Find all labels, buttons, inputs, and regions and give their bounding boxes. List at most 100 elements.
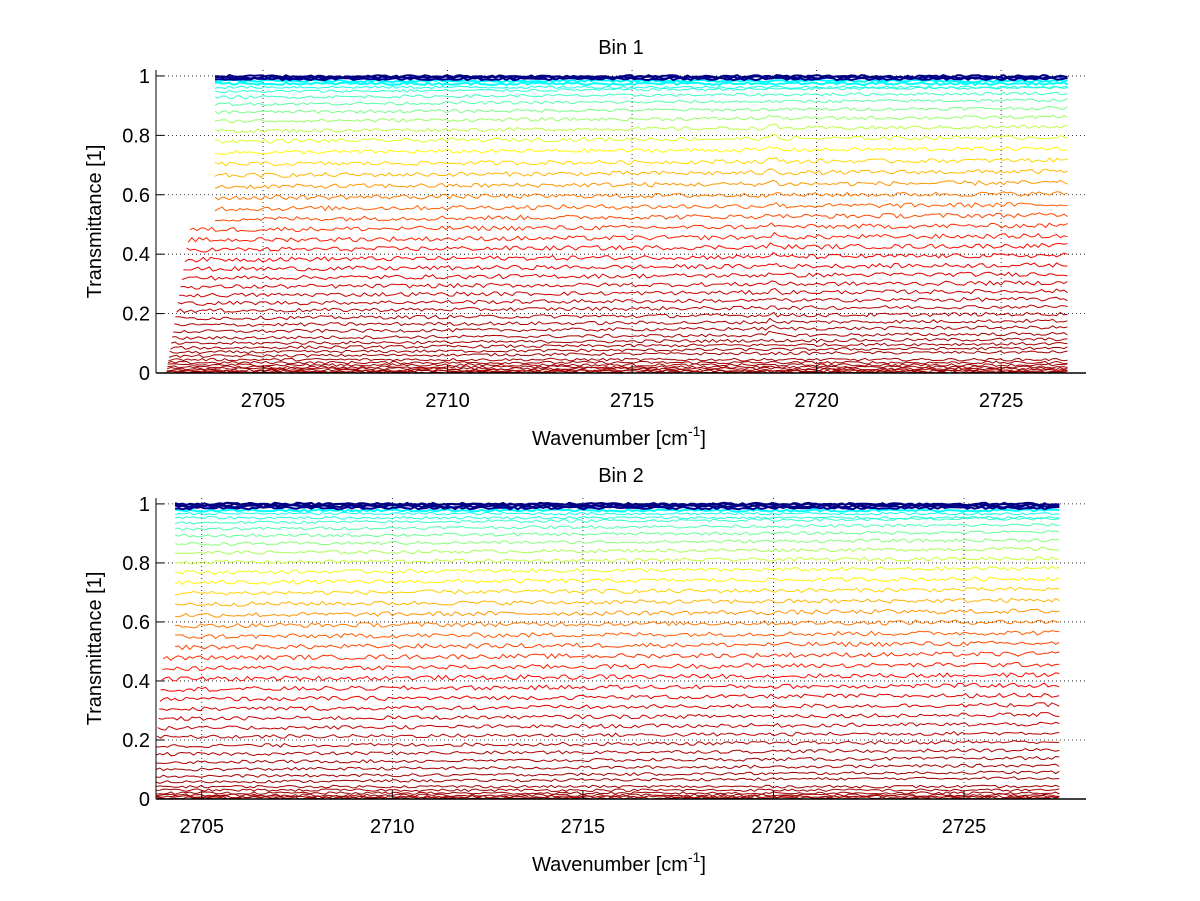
series-line-26 — [175, 608, 1060, 618]
series-line-28 — [174, 586, 1060, 596]
y-tick-label: 1 — [139, 66, 150, 88]
series-line-9 — [155, 770, 1060, 778]
series-line-18 — [159, 692, 1060, 702]
series-line-25 — [175, 619, 1060, 629]
series-line-13 — [156, 739, 1060, 749]
series-line-17 — [175, 311, 1068, 321]
series-line-34 — [174, 529, 1060, 538]
series-line-32 — [175, 546, 1060, 555]
series-line-44 — [214, 78, 1068, 84]
series-line-38 — [174, 511, 1060, 516]
series-line-29 — [214, 201, 1068, 212]
series-line-13 — [171, 337, 1068, 345]
chart-panel-2: 2705 2710 2715 2720 2725 0 0.2 0.4 0.6 0.8 1 Bin 2 W… — [84, 465, 1086, 876]
y-tick-label: 0.4 — [122, 244, 150, 266]
series-line-14 — [172, 330, 1068, 340]
series-line-35 — [175, 522, 1060, 531]
x-tick-label: 2705 — [179, 816, 224, 838]
series-line-14 — [156, 730, 1060, 740]
series-line-8 — [155, 776, 1060, 784]
series-line-27 — [175, 597, 1060, 607]
series-line-31 — [214, 179, 1068, 190]
x-tick-label: 2720 — [751, 816, 796, 838]
series-line-34 — [214, 146, 1068, 155]
series-line-36 — [174, 516, 1060, 525]
y-tick-label: 0.6 — [122, 612, 150, 634]
series-line-20 — [161, 672, 1060, 682]
series-line-35 — [214, 133, 1068, 144]
series-line-7 — [167, 363, 1068, 367]
series-line-28 — [214, 212, 1068, 222]
series-line-6 — [155, 788, 1060, 792]
x-tick-label: 2710 — [370, 816, 415, 838]
series-line-21 — [162, 661, 1060, 672]
series-line-16 — [174, 317, 1068, 327]
y-tick-label: 1 — [139, 494, 150, 516]
y-tick-label: 0.2 — [122, 730, 150, 752]
series-line-37 — [175, 515, 1060, 520]
series-line-9 — [168, 357, 1068, 362]
series-line-40 — [174, 505, 1060, 511]
series-line-15 — [157, 721, 1060, 731]
x-tick-label: 2720 — [794, 390, 839, 412]
series-line-5 — [155, 791, 1060, 795]
series-line-30 — [214, 191, 1068, 201]
y-tick-label: 0.2 — [122, 304, 150, 326]
series-line-43 — [214, 81, 1069, 87]
series-line-25 — [186, 242, 1068, 253]
series-line-10 — [155, 763, 1060, 772]
series-line-43 — [174, 501, 1060, 507]
series-line-36 — [214, 123, 1068, 134]
series-line-30 — [175, 566, 1060, 575]
chart-title: Bin 2 — [598, 465, 644, 487]
y-tick-label: 0.8 — [122, 553, 150, 575]
series-line-18 — [176, 304, 1068, 314]
series-line-7 — [155, 784, 1060, 789]
series-line-4 — [166, 368, 1068, 372]
y-axis-label: Transmittance [1] — [84, 572, 106, 726]
chart-title: Bin 1 — [598, 37, 644, 59]
x-axis-label: Wavenumber [cm-1] — [532, 423, 706, 450]
x-tick-label: 2725 — [942, 816, 987, 838]
chart-panel-1: 2705 2710 2715 2720 2725 0 0.2 0.4 0.6 0.8 1 Bin 1 W… — [84, 37, 1086, 450]
y-tick-label: 0.8 — [122, 125, 150, 147]
series-line-29 — [174, 576, 1060, 585]
y-tick-label: 0 — [139, 363, 150, 385]
series-line-27 — [189, 222, 1068, 233]
series-line-47 — [214, 73, 1068, 79]
series-line-12 — [155, 748, 1060, 757]
y-axis-label: Transmittance [1] — [84, 145, 106, 299]
series-line-4 — [155, 793, 1060, 797]
x-tick-label: 2725 — [979, 390, 1024, 412]
x-tick-label: 2710 — [425, 390, 470, 412]
series-line-19 — [177, 296, 1068, 306]
x-axis-label: Wavenumber [cm-1] — [532, 849, 706, 876]
series-line-23 — [183, 262, 1068, 272]
series-line-6 — [167, 365, 1068, 369]
x-tick-label: 2705 — [241, 390, 286, 412]
series-line-37 — [214, 114, 1068, 124]
series-line-33 — [214, 156, 1068, 167]
x-tick-label: 2715 — [610, 390, 655, 412]
series-line-19 — [160, 682, 1060, 693]
series-line-23 — [175, 640, 1060, 651]
series-line-39 — [174, 508, 1060, 513]
series-line-41 — [214, 85, 1068, 94]
series-line-40 — [214, 91, 1068, 100]
series-line-12 — [170, 341, 1068, 350]
series-line-26 — [187, 231, 1068, 243]
x-tick-label: 2715 — [561, 816, 606, 838]
series-line-20 — [179, 287, 1068, 298]
series-line-22 — [162, 651, 1060, 661]
y-tick-label: 0.4 — [122, 671, 150, 693]
series-line-33 — [175, 538, 1060, 546]
series-line-24 — [184, 251, 1068, 263]
series-line-15 — [173, 324, 1068, 334]
series-line-42 — [214, 85, 1068, 90]
series-line-16 — [158, 712, 1060, 721]
series-line-38 — [214, 105, 1068, 115]
y-tick-label: 0 — [139, 789, 150, 811]
series-line-39 — [214, 98, 1068, 107]
series-line-21 — [180, 280, 1068, 290]
